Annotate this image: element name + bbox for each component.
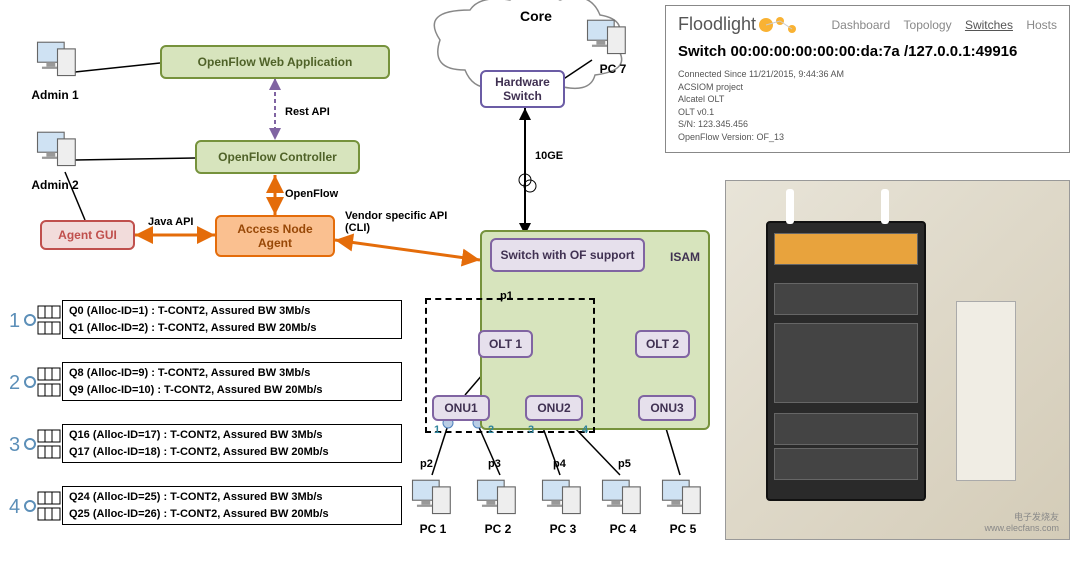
watermark-1: 电子发烧友 xyxy=(984,510,1059,523)
meta-2: Alcatel OLT xyxy=(678,93,1057,106)
q1-line1: Q0 (Alloc-ID=1) : T-CONT2, Assured BW 3M… xyxy=(69,303,395,320)
floodlight-title: Switch 00:00:00:00:00:00:da:7a /127.0.0.… xyxy=(678,43,1057,60)
label-p3: p3 xyxy=(488,458,501,470)
node-webapp: OpenFlow Web Application xyxy=(160,45,390,79)
q4-line1: Q24 (Alloc-ID=25) : T-CONT2, Assured BW … xyxy=(69,489,395,506)
diagram-canvas: Admin 1 Admin 2 PC 7 PC 1 PC 2 PC 3 PC 4… xyxy=(0,0,1080,561)
pc1-label: PC 1 xyxy=(408,522,458,536)
q2-line1: Q8 (Alloc-ID=9) : T-CONT2, Assured BW 3M… xyxy=(69,365,395,382)
q3-icon xyxy=(24,426,62,465)
q1-num: 1 xyxy=(9,310,20,333)
pc4-label: PC 4 xyxy=(598,522,648,536)
queue-box-4: Q24 (Alloc-ID=25) : T-CONT2, Assured BW … xyxy=(62,486,402,525)
floodlight-meta: Connected Since 11/21/2015, 9:44:36 AM A… xyxy=(678,68,1057,144)
pc5-icon xyxy=(660,478,705,518)
pc3-label: PC 3 xyxy=(538,522,588,536)
node-onu3: ONU3 xyxy=(638,395,696,421)
q3-line1: Q16 (Alloc-ID=17) : T-CONT2, Assured BW … xyxy=(69,427,395,444)
label-p2: p2 xyxy=(420,458,433,470)
pc7-label: PC 7 xyxy=(588,62,638,76)
node-of-switch: Switch with OF support xyxy=(490,238,645,272)
queue-box-1: Q0 (Alloc-ID=1) : T-CONT2, Assured BW 3M… xyxy=(62,300,402,339)
node-agent-gui: Agent GUI xyxy=(40,220,135,250)
queue-box-2: Q8 (Alloc-ID=9) : T-CONT2, Assured BW 3M… xyxy=(62,362,402,401)
meta-3: OLT v0.1 xyxy=(678,106,1057,119)
q3-line2: Q17 (Alloc-ID=18) : T-CONT2, Assured BW … xyxy=(69,444,395,461)
label-vendorapi: Vendor specific API (CLI) xyxy=(345,210,465,234)
pc1-icon xyxy=(410,478,455,518)
equipment-photo: 电子发烧友 www.elecfans.com xyxy=(725,180,1070,540)
floodтоп-nav: Dashboard Topology Switches Hosts xyxy=(821,18,1057,32)
port-3: 3 xyxy=(528,424,534,436)
memetà-5: OpenFlow Version: OF_13 xyxy=(678,131,1057,144)
label-javaapi: Java API xyxy=(148,216,193,228)
pc7-icon xyxy=(585,18,630,58)
watermark-2: www.elecfans.com xyxy=(984,523,1059,533)
pc4-icon xyxy=(600,478,645,518)
port-4: 4 xyxy=(582,424,588,436)
q4-icon xyxy=(24,488,62,527)
q2-line2: Q9 (Alloc-ID=10) : T-CONT2, Assured BW 2… xyxy=(69,382,395,399)
meta-1: ACSIOM project xyxy=(678,81,1057,94)
nav-topology[interactable]: Topology xyxy=(904,18,952,32)
label-core: Core xyxy=(520,8,552,24)
q1-icon xyxy=(24,302,62,341)
nav-switches[interactable]: Switches xyxy=(965,18,1013,32)
pc2-label: PC 2 xyxy=(473,522,523,536)
label-openflow: OpenFlow xyxy=(285,188,338,200)
dashed-group xyxy=(425,298,595,433)
pc3-icon xyxy=(540,478,585,518)
port-1: 1 xyxy=(434,424,440,436)
q3-num: 3 xyxy=(9,434,20,457)
pc-admin1-icon xyxy=(35,40,80,80)
q4-num: 4 xyxy=(9,496,20,519)
pc-admin2-label: Admin 2 xyxy=(30,178,80,192)
meta-4: S/N: 123.345.456 xyxy=(678,118,1057,131)
nav-hosts[interactable]: Hosts xyxy=(1026,18,1057,32)
node-hw-switch: Hardware Switch xyxy=(480,70,565,108)
label-p5: p5 xyxy=(618,458,631,470)
pc5-label: PC 5 xyxy=(658,522,708,536)
nav-dashboard[interactable]: Dashboard xyxy=(831,18,890,32)
node-olt2: OLT 2 xyxy=(635,330,690,358)
floodlight-panel: Floodlight Dashboard Topology Switches H… xyxy=(665,5,1070,153)
node-controller: OpenFlow Controller xyxy=(195,140,360,174)
node-agent: Access Node Agent xyxy=(215,215,335,257)
q2-icon xyxy=(24,364,62,403)
port-2: 2 xyxy=(488,424,494,436)
floodlight-brand: Floodlight xyxy=(678,14,756,35)
label-p4: p4 xyxy=(553,458,566,470)
q1-line2: Q1 (Alloc-ID=2) : T-CONT2, Assured BW 20… xyxy=(69,320,395,337)
floodlight-logo-icon xyxy=(756,15,806,35)
label-p1: p1 xyxy=(500,290,513,302)
watermark: 电子发烧友 www.elecfans.com xyxy=(984,510,1059,533)
label-10ge: 10GE xyxy=(535,150,563,162)
isam-label: ISAM xyxy=(670,250,700,264)
label-restapi: Rest API xyxy=(285,106,330,118)
pc-admin2-icon xyxy=(35,130,80,170)
q2-num: 2 xyxy=(9,372,20,395)
meta-0: Connected Since 11/21/2015, 9:44:36 AM xyxy=(678,68,1057,81)
q4-line2: Q25 (Alloc-ID=26) : T-CONT2, Assured BW … xyxy=(69,506,395,523)
queue-box-3: Q16 (Alloc-ID=17) : T-CONT2, Assured BW … xyxy=(62,424,402,463)
pc2-icon xyxy=(475,478,520,518)
pc-admin1-label: Admin 1 xyxy=(30,88,80,102)
